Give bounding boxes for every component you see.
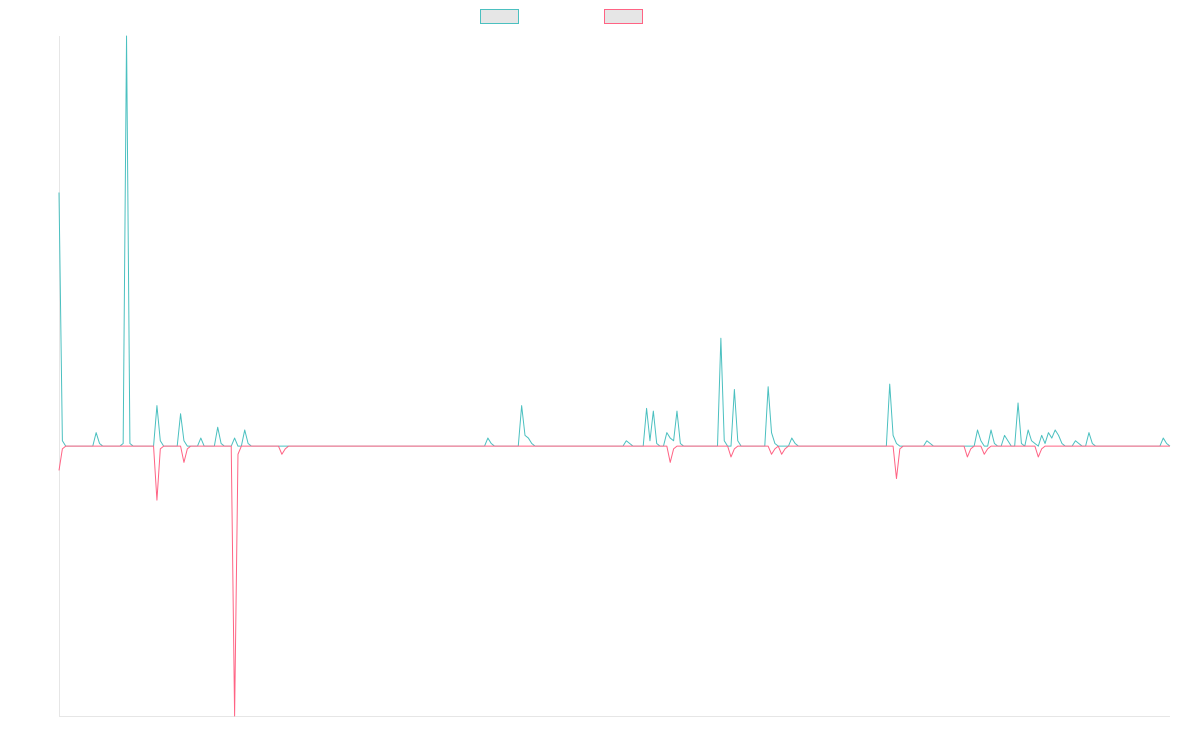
legend-swatch-series-a [480, 9, 519, 24]
series-line-a [58, 35, 1171, 447]
legend-swatch-series-b [604, 9, 643, 24]
legend [480, 9, 650, 29]
legend-item-series-a[interactable] [480, 9, 525, 24]
legend-item-series-b[interactable] [604, 9, 649, 24]
series-layer [58, 35, 1171, 717]
series-line-b [58, 445, 1170, 717]
